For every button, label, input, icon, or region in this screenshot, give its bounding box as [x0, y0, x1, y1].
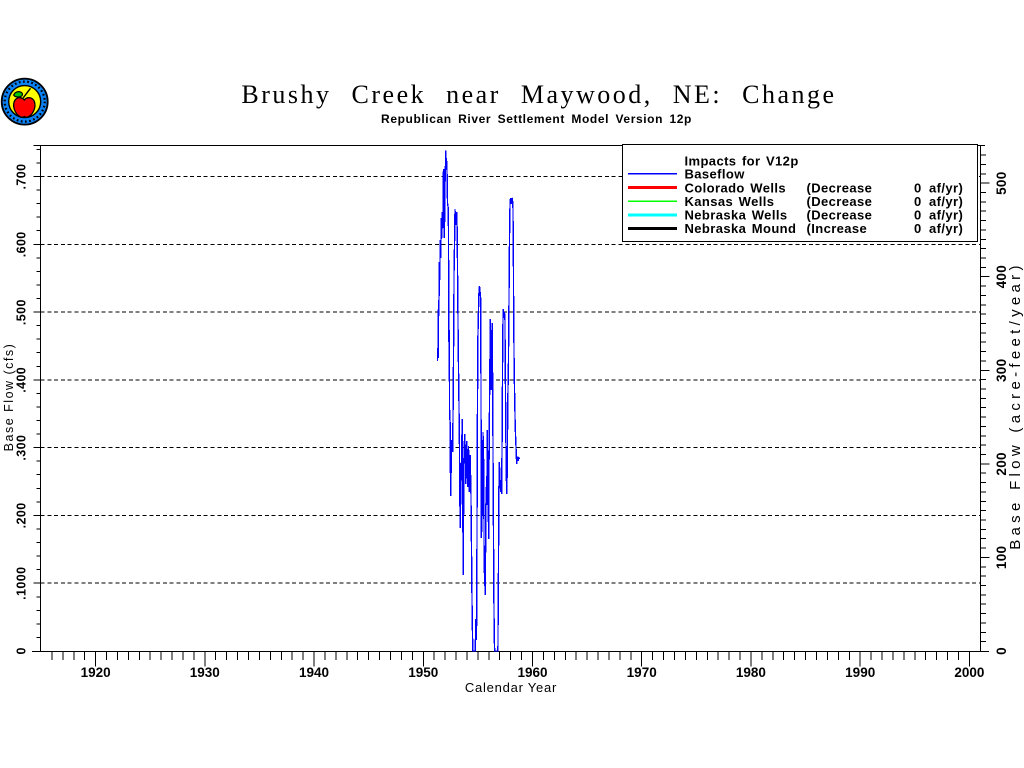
svg-text:.300: .300: [15, 435, 29, 461]
svg-text:.400: .400: [15, 367, 29, 393]
svg-text:Impacts for V12p: Impacts for V12p: [685, 153, 799, 168]
svg-text:Brushy Creek near Maywood, NE:: Brushy Creek near Maywood, NE: Change: [241, 80, 836, 109]
svg-text:0: 0: [15, 647, 29, 654]
svg-text:1950: 1950: [408, 665, 438, 680]
svg-text:Base Flow (acre-feet/year): Base Flow (acre-feet/year): [1007, 261, 1024, 550]
svg-text:Kansas Wells: Kansas Wells: [685, 194, 775, 209]
svg-text:.1000: .1000: [15, 567, 29, 600]
svg-text:Republican River Settlement Mo: Republican River Settlement Model Versio…: [381, 112, 692, 126]
svg-text:1930: 1930: [190, 665, 220, 680]
svg-text:1980: 1980: [736, 665, 766, 680]
svg-text:Baseflow: Baseflow: [685, 166, 746, 181]
svg-text:.500: .500: [15, 299, 29, 325]
svg-text:0: 0: [994, 647, 1009, 655]
svg-text:1960: 1960: [517, 665, 547, 680]
svg-text:200: 200: [994, 452, 1009, 475]
svg-text:400: 400: [994, 265, 1009, 288]
svg-text:(Decrease: (Decrease: [807, 207, 873, 222]
svg-text:(Decrease: (Decrease: [807, 194, 873, 209]
svg-text:Colorado Wells: Colorado Wells: [685, 180, 786, 195]
svg-text:af/yr): af/yr): [929, 194, 963, 209]
svg-text:1990: 1990: [845, 665, 875, 680]
svg-text:.600: .600: [15, 231, 29, 257]
svg-text:0: 0: [914, 207, 922, 222]
svg-text:Nebraska Mound: Nebraska Mound: [685, 221, 797, 236]
svg-text:1920: 1920: [81, 665, 111, 680]
svg-text:300: 300: [994, 359, 1009, 382]
svg-text:500: 500: [994, 171, 1009, 194]
svg-text:(Decrease: (Decrease: [807, 180, 873, 195]
svg-text:1940: 1940: [299, 665, 329, 680]
svg-text:.700: .700: [15, 164, 29, 190]
svg-text:af/yr): af/yr): [929, 221, 963, 236]
svg-text:1970: 1970: [627, 665, 657, 680]
svg-text:0: 0: [914, 180, 922, 195]
svg-text:Calendar Year: Calendar Year: [465, 680, 557, 695]
svg-text:(Increase: (Increase: [807, 221, 868, 236]
svg-text:2000: 2000: [954, 665, 984, 680]
svg-text:100: 100: [994, 546, 1009, 569]
svg-text:0: 0: [914, 194, 922, 209]
svg-text:Nebraska Wells: Nebraska Wells: [685, 207, 788, 222]
svg-text:af/yr): af/yr): [929, 180, 963, 195]
svg-text:Base Flow (cfs): Base Flow (cfs): [2, 343, 16, 452]
svg-text:.200: .200: [15, 502, 29, 528]
svg-text:af/yr): af/yr): [929, 207, 963, 222]
svg-text:0: 0: [914, 221, 922, 236]
